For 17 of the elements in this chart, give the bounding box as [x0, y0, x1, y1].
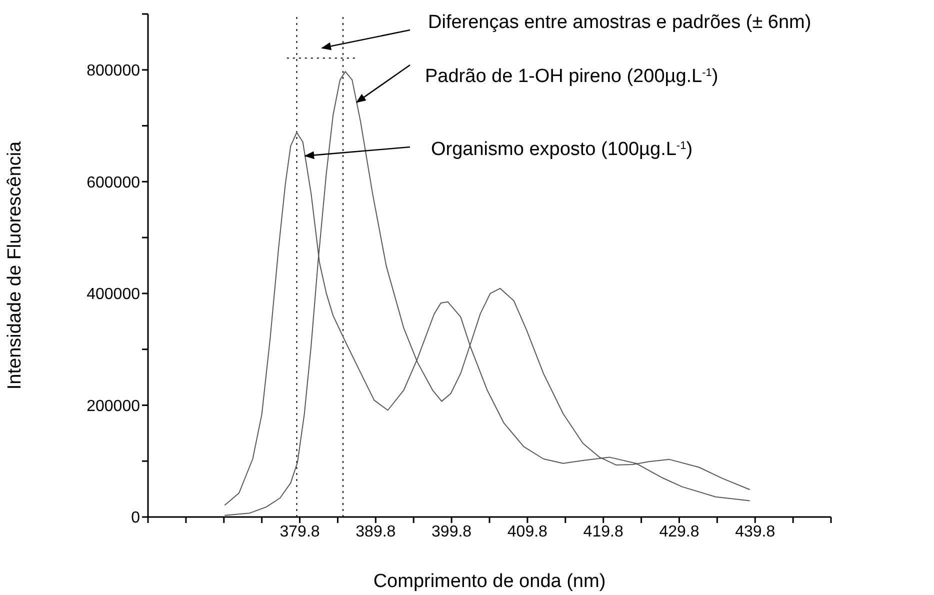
annotation: Organismo exposto (100µg.L$^{-1}$) — [431, 139, 693, 160]
y-tick-label: 600000 — [86, 174, 140, 192]
x-tick-label: 419.8 — [583, 523, 624, 540]
x-tick-label: 409.8 — [507, 523, 548, 540]
x-tick-label: 429.8 — [659, 523, 700, 540]
x-tick-label: 379.8 — [280, 523, 320, 540]
y-tick-label: 400000 — [86, 286, 140, 304]
y-tick-label: 0 — [131, 510, 140, 527]
annotation: Padrão de 1-OH pireno (200µg.L$^{-1}$) — [425, 66, 718, 87]
y-axis-title: Intensidade de Fluorescência — [4, 140, 26, 390]
x-tick-label: 399.8 — [432, 523, 472, 540]
x-tick-label: 389.8 — [356, 523, 396, 540]
x-axis-title: Comprimento de onda (nm) — [373, 571, 606, 592]
y-tick-label: 200000 — [86, 398, 140, 415]
x-tick-label: 439.8 — [735, 523, 776, 540]
y-tick-label: 800000 — [86, 62, 140, 80]
annotation: Diferenças entre amostras e padrões (± 6nm) — [428, 12, 812, 33]
